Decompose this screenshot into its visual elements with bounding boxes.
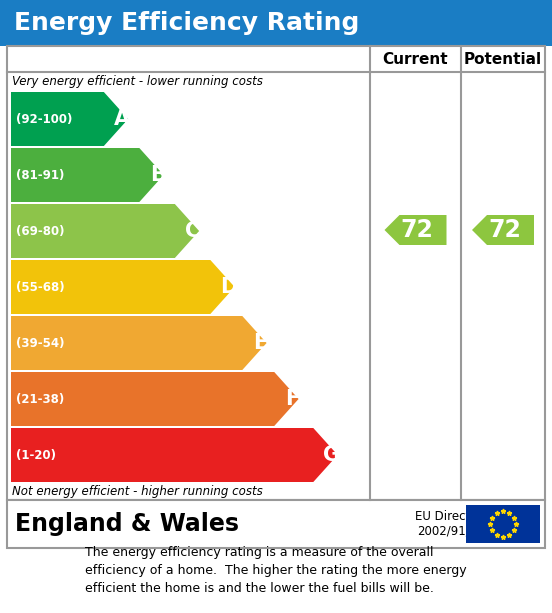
- Polygon shape: [11, 148, 163, 202]
- Polygon shape: [11, 428, 338, 482]
- Text: Potential: Potential: [464, 51, 542, 66]
- Polygon shape: [11, 372, 299, 426]
- Bar: [7, 46, 545, 500]
- Text: (55-68): (55-68): [16, 281, 65, 294]
- Polygon shape: [472, 215, 534, 245]
- Text: D: D: [220, 277, 237, 297]
- Bar: [466, 505, 540, 543]
- Text: (81-91): (81-91): [16, 169, 65, 181]
- Text: Not energy efficient - higher running costs: Not energy efficient - higher running co…: [12, 484, 263, 498]
- Polygon shape: [11, 92, 128, 146]
- Text: B: B: [150, 165, 166, 185]
- Text: (21-38): (21-38): [16, 392, 64, 406]
- Bar: [0, 0, 552, 46]
- Text: C: C: [185, 221, 201, 241]
- Text: Energy Efficiency Rating: Energy Efficiency Rating: [14, 11, 359, 35]
- Polygon shape: [385, 215, 447, 245]
- Text: 72: 72: [488, 218, 521, 242]
- Polygon shape: [11, 204, 199, 258]
- Text: (39-54): (39-54): [16, 337, 65, 349]
- Text: The energy efficiency rating is a measure of the overall
efficiency of a home.  : The energy efficiency rating is a measur…: [85, 546, 467, 595]
- Text: (69-80): (69-80): [16, 224, 65, 237]
- Polygon shape: [11, 260, 235, 314]
- Text: E: E: [253, 333, 268, 353]
- Text: England & Wales: England & Wales: [15, 512, 239, 536]
- Text: A: A: [114, 109, 130, 129]
- Text: (1-20): (1-20): [16, 449, 56, 462]
- Text: EU Directive
2002/91/EC: EU Directive 2002/91/EC: [415, 510, 487, 538]
- Text: G: G: [323, 445, 340, 465]
- Text: Current: Current: [383, 51, 448, 66]
- Text: Very energy efficient - lower running costs: Very energy efficient - lower running co…: [12, 75, 263, 88]
- Text: F: F: [285, 389, 300, 409]
- Polygon shape: [11, 316, 267, 370]
- Text: (92-100): (92-100): [16, 113, 72, 126]
- Text: 72: 72: [401, 218, 433, 242]
- Bar: [7, 500, 545, 548]
